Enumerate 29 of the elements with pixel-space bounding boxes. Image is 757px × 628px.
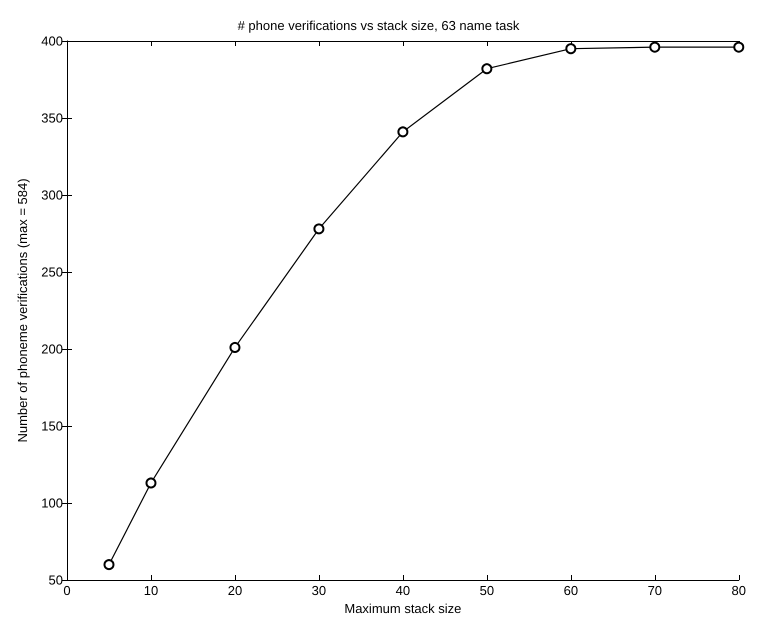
x-tick-label: 10: [144, 583, 158, 598]
y-tick-label: 400: [41, 34, 63, 48]
y-tick-label: 100: [41, 496, 63, 510]
y-tick-label: 50: [48, 572, 63, 588]
x-tick-label: 50: [480, 583, 494, 598]
y-tick-label: 200: [41, 342, 63, 356]
point: [397, 126, 408, 138]
point: [145, 477, 156, 488]
x-tick-label: 30: [312, 583, 326, 598]
point: [733, 42, 744, 53]
point: [649, 42, 660, 53]
y-tick-label: 300: [41, 188, 63, 202]
y-axis-title: Number of phoneme verifications (max = 584): [15, 178, 30, 443]
point: [103, 559, 114, 570]
point: [481, 63, 492, 74]
y-tick-label: 250: [41, 264, 63, 280]
x-tick-label: 40: [396, 583, 410, 598]
point: [313, 223, 324, 234]
x-tick-label: 70: [648, 583, 662, 598]
x-tick-label: 0: [63, 583, 71, 598]
x-tick-label: 20: [228, 583, 242, 598]
y-tick-label: 150: [41, 418, 63, 434]
x-axis-title: Maximum stack size: [344, 601, 462, 616]
point: [565, 43, 576, 54]
x-tick-label: 60: [564, 583, 578, 598]
x-tick-label: 80: [732, 583, 746, 598]
point: [229, 342, 240, 353]
chart-title: # phone verifications vs stack size, 63 name task: [238, 18, 520, 33]
y-tick-label: 350: [41, 110, 63, 126]
